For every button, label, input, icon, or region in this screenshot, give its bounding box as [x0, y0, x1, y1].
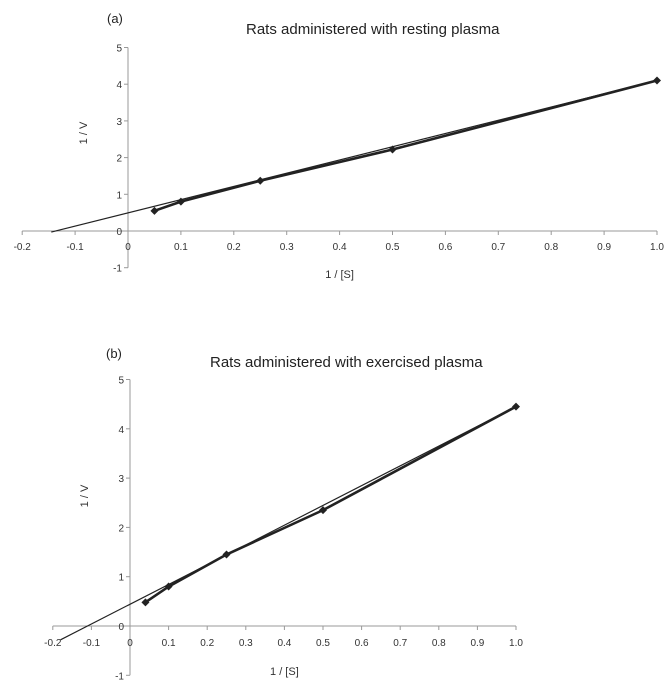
data-point	[176, 197, 185, 206]
y-tick-label: 2	[116, 154, 122, 165]
x-tick-label: 0.8	[432, 638, 446, 649]
x-tick-label: 0.1	[174, 242, 188, 253]
data-point	[164, 582, 173, 591]
x-axis-label: 1 / [S]	[270, 666, 299, 678]
x-tick-label: 0.8	[544, 242, 558, 253]
y-tick-label: 5	[116, 44, 122, 55]
x-tick-label: 1.0	[650, 242, 664, 253]
x-tick-label: 0.3	[280, 242, 294, 253]
chart-panel-a: -0.2 -0.1 0 0.1 0.2 0.3 0.4 0.5 0.6 0.7 0.8 0.9 1.0 -…	[14, 11, 665, 281]
x-tick-label: -0.1	[83, 638, 101, 649]
x-tick-label: 0.4	[333, 242, 347, 253]
y-tick-label: 3	[116, 117, 122, 128]
x-tick-label: -0.2	[44, 638, 62, 649]
y-axis-label: 1 / V	[78, 121, 90, 144]
x-tick-label: 0	[125, 242, 131, 253]
x-tick-label: 0.2	[227, 242, 241, 253]
fit-line	[60, 406, 517, 641]
y-tick-label: 4	[116, 80, 122, 91]
data-point	[150, 206, 159, 215]
x-axis-label: 1 / [S]	[325, 269, 354, 281]
y-tick-label: -1	[113, 264, 122, 275]
x-tick-label: 0.6	[355, 638, 369, 649]
y-tick-label: 0	[118, 622, 124, 633]
data-point	[222, 550, 231, 559]
x-tick-label: 0.5	[316, 638, 330, 649]
x-tick-label: 0.6	[438, 242, 452, 253]
panel-label: (b)	[106, 346, 122, 361]
x-tick-label: 0	[127, 638, 133, 649]
x-tick-label: 0.9	[597, 242, 611, 253]
panel-label: (a)	[107, 11, 123, 26]
x-tick-label: 0.9	[470, 638, 484, 649]
y-tick-label: 2	[118, 523, 124, 534]
data-point	[512, 402, 520, 411]
x-tick-label: 0.7	[393, 638, 407, 649]
y-tick-label: 4	[118, 425, 124, 436]
x-tick-label: 0.3	[239, 638, 253, 649]
chart-title: Rats administered with exercised plasma	[210, 354, 483, 371]
x-tick-label: 0.1	[162, 638, 176, 649]
y-tick-label: 3	[118, 474, 124, 485]
chart-title: Rats administered with resting plasma	[246, 21, 500, 38]
data-point	[653, 76, 661, 85]
y-tick-label: -1	[115, 671, 124, 682]
x-tick-label: 0.7	[491, 242, 505, 253]
x-tick-label: 0.2	[200, 638, 214, 649]
x-tick-label: 0.4	[277, 638, 291, 649]
series-line	[154, 79, 658, 213]
chart-panel-b: -0.2 -0.1 0 0.1 0.2 0.3 0.4 0.5 0.6 0.7 0.8 0.9 1.0 -…	[44, 346, 523, 682]
x-tick-label: -0.1	[66, 242, 84, 253]
x-tick-label: 0.5	[386, 242, 400, 253]
y-tick-label: 1	[118, 573, 124, 584]
y-axis-label: 1 / V	[79, 484, 91, 507]
data-point	[388, 145, 397, 154]
data-point	[256, 176, 265, 185]
data-point	[141, 598, 150, 607]
x-tick-label: 1.0	[509, 638, 523, 649]
y-tick-label: 1	[116, 190, 122, 201]
data-point	[319, 506, 327, 515]
series-line	[144, 405, 517, 604]
y-tick-label: 0	[116, 227, 122, 238]
y-tick-label: 5	[118, 376, 124, 387]
x-tick-label: -0.2	[14, 242, 32, 253]
